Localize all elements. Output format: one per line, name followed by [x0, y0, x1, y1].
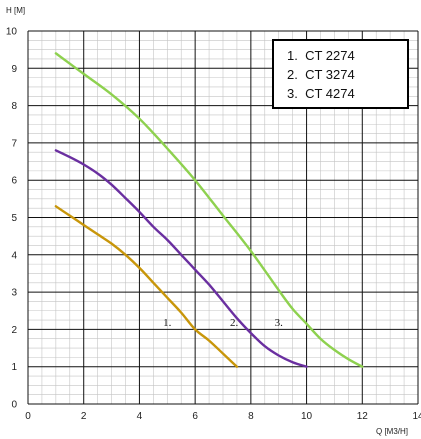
legend-entry-2: 2. CT 3274	[287, 67, 355, 82]
curve-label-2: 2.	[230, 317, 239, 329]
x-tick-label: 12	[357, 411, 369, 422]
x-tick-label: 6	[192, 411, 198, 422]
y-tick-label: 10	[6, 27, 18, 38]
x-tick-label: 8	[248, 411, 254, 422]
y-axis-title: H [M]	[6, 6, 25, 15]
x-tick-labels: 0 2 4 6 8 10 12 14	[25, 411, 421, 422]
legend-box	[272, 39, 409, 109]
x-tick-label: 10	[301, 411, 313, 422]
y-tick-label: 3	[11, 288, 17, 299]
y-tick-label: 1	[11, 362, 17, 373]
x-tick-label: 14	[412, 411, 421, 422]
series-lines	[54, 52, 364, 368]
curve-label-3: 3.	[275, 317, 284, 329]
y-tick-label: 4	[11, 250, 17, 261]
x-axis-title: Q [M3/H]	[376, 427, 408, 436]
curve-labels: 1. 2. 3.	[163, 317, 283, 329]
x-tick-label: 0	[25, 411, 31, 422]
y-tick-label: 8	[11, 101, 17, 112]
y-tick-label: 5	[11, 213, 17, 224]
series-line-2	[54, 149, 308, 368]
y-tick-label: 7	[11, 138, 17, 149]
curve-label-1: 1.	[163, 317, 172, 329]
y-tick-label: 9	[11, 64, 17, 75]
y-tick-label: 2	[11, 325, 17, 336]
y-tick-label: 0	[11, 400, 17, 411]
series-line-3	[54, 52, 364, 368]
legend: 1. CT 2274 2. CT 3274 3. CT 4274	[272, 39, 409, 109]
y-tick-labels: 0 1 2 3 4 5 6 7 8 9 10	[6, 27, 18, 411]
x-tick-label: 4	[137, 411, 143, 422]
series-line-1	[54, 205, 239, 368]
legend-entry-3: 3. CT 4274	[287, 86, 355, 101]
x-tick-label: 2	[81, 411, 87, 422]
y-tick-label: 6	[11, 176, 17, 187]
legend-entry-1: 1. CT 2274	[287, 48, 355, 63]
